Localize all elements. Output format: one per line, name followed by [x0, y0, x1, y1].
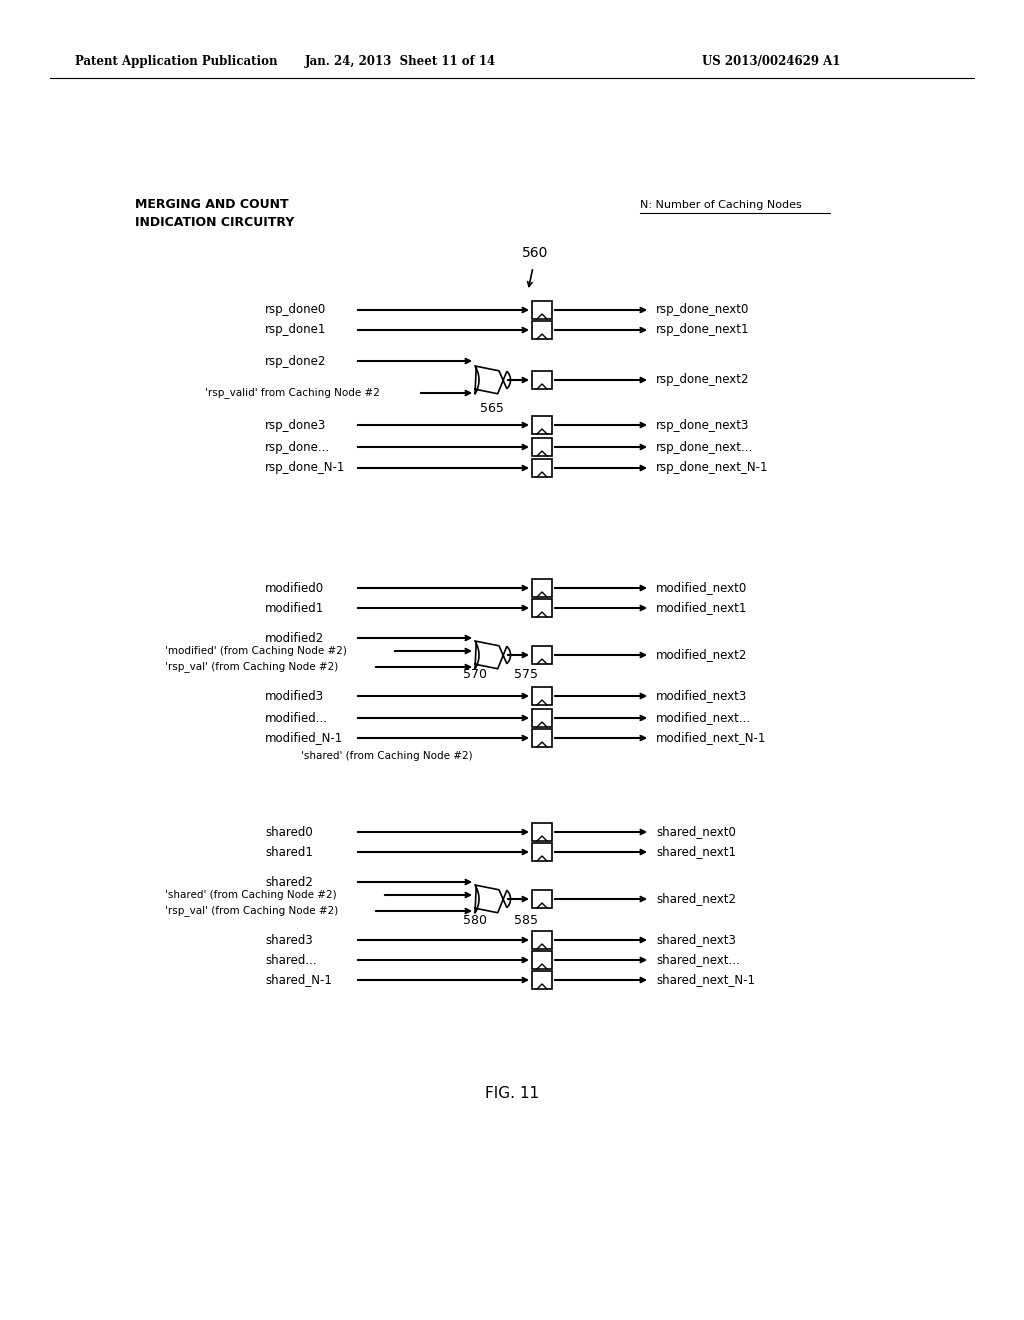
Bar [532, 416, 552, 434]
Text: rsp_done1: rsp_done1 [265, 323, 327, 337]
Bar [532, 371, 552, 389]
Text: modified3: modified3 [265, 689, 325, 702]
Text: FIG. 11: FIG. 11 [485, 1085, 539, 1101]
Bar [532, 890, 552, 908]
Bar [532, 729, 552, 747]
Text: shared...: shared... [265, 953, 316, 966]
Text: modified_next...: modified_next... [656, 711, 752, 725]
Text: INDICATION CIRCUITRY: INDICATION CIRCUITRY [135, 216, 294, 230]
Text: modified1: modified1 [265, 602, 325, 615]
Bar [532, 709, 552, 727]
Text: rsp_done0: rsp_done0 [265, 304, 327, 317]
Text: 'rsp_valid' from Caching Node #2: 'rsp_valid' from Caching Node #2 [205, 388, 380, 399]
Text: rsp_done_N-1: rsp_done_N-1 [265, 462, 345, 474]
Text: modified_next_N-1: modified_next_N-1 [656, 731, 766, 744]
Text: shared0: shared0 [265, 825, 312, 838]
Bar [532, 579, 552, 597]
Text: modified_next3: modified_next3 [656, 689, 748, 702]
Polygon shape [475, 642, 511, 669]
Bar [532, 686, 552, 705]
Text: modified_next2: modified_next2 [656, 648, 748, 661]
Text: rsp_done...: rsp_done... [265, 441, 330, 454]
Text: rsp_done_next1: rsp_done_next1 [656, 323, 750, 337]
Polygon shape [475, 884, 511, 913]
Text: US 2013/0024629 A1: US 2013/0024629 A1 [701, 55, 840, 69]
Text: 575: 575 [514, 668, 538, 681]
Bar [532, 972, 552, 989]
Text: N: Number of Caching Nodes: N: Number of Caching Nodes [640, 201, 802, 210]
Text: modified_next0: modified_next0 [656, 582, 748, 594]
Text: MERGING AND COUNT: MERGING AND COUNT [135, 198, 289, 211]
Text: Patent Application Publication: Patent Application Publication [75, 55, 278, 69]
Text: 580: 580 [463, 913, 487, 927]
Text: 585: 585 [514, 913, 538, 927]
Text: shared_next...: shared_next... [656, 953, 739, 966]
Text: shared_next_N-1: shared_next_N-1 [656, 974, 755, 986]
Text: modified2: modified2 [265, 631, 325, 644]
Text: shared1: shared1 [265, 846, 313, 858]
Bar [532, 843, 552, 861]
Text: shared2: shared2 [265, 875, 313, 888]
Text: rsp_done_next3: rsp_done_next3 [656, 418, 750, 432]
Bar [532, 459, 552, 477]
Text: 'shared' (from Caching Node #2): 'shared' (from Caching Node #2) [165, 890, 337, 900]
Text: 'rsp_val' (from Caching Node #2): 'rsp_val' (from Caching Node #2) [165, 661, 338, 672]
Text: 'rsp_val' (from Caching Node #2): 'rsp_val' (from Caching Node #2) [165, 906, 338, 916]
Text: shared_next0: shared_next0 [656, 825, 736, 838]
Bar [532, 822, 552, 841]
Text: rsp_done_next_N-1: rsp_done_next_N-1 [656, 462, 768, 474]
Text: shared_N-1: shared_N-1 [265, 974, 332, 986]
Text: shared_next1: shared_next1 [656, 846, 736, 858]
Text: rsp_done_next0: rsp_done_next0 [656, 304, 750, 317]
Bar [532, 438, 552, 455]
Bar [532, 599, 552, 616]
Text: 565: 565 [480, 401, 504, 414]
Polygon shape [475, 366, 511, 393]
Text: 570: 570 [463, 668, 487, 681]
Text: modified_next1: modified_next1 [656, 602, 748, 615]
Bar [532, 950, 552, 969]
Bar [532, 301, 552, 319]
Text: 'modified' (from Caching Node #2): 'modified' (from Caching Node #2) [165, 645, 347, 656]
Text: shared_next2: shared_next2 [656, 892, 736, 906]
Text: rsp_done2: rsp_done2 [265, 355, 327, 367]
Bar [532, 645, 552, 664]
Text: modified_N-1: modified_N-1 [265, 731, 343, 744]
Bar [532, 321, 552, 339]
Text: shared_next3: shared_next3 [656, 933, 736, 946]
Text: modified0: modified0 [265, 582, 325, 594]
Text: rsp_done_next...: rsp_done_next... [656, 441, 754, 454]
Text: modified...: modified... [265, 711, 328, 725]
Bar [532, 931, 552, 949]
Text: 560: 560 [522, 246, 549, 260]
Text: rsp_done3: rsp_done3 [265, 418, 327, 432]
Text: rsp_done_next2: rsp_done_next2 [656, 374, 750, 387]
Text: Jan. 24, 2013  Sheet 11 of 14: Jan. 24, 2013 Sheet 11 of 14 [304, 55, 496, 69]
Text: 'shared' (from Caching Node #2): 'shared' (from Caching Node #2) [301, 751, 473, 762]
Text: shared3: shared3 [265, 933, 312, 946]
